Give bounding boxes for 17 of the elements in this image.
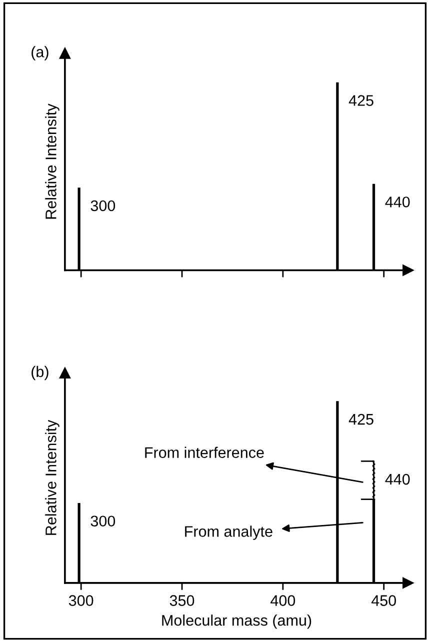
x-axis-title: Molecular mass (amu): [162, 614, 312, 629]
x-tick-label: 300: [68, 595, 94, 606]
x-tick-label: 400: [270, 595, 296, 606]
annotation: 440: [385, 474, 410, 485]
annotation: 300: [90, 200, 116, 212]
annotation: 440: [385, 196, 410, 208]
annotation: From analyte: [185, 526, 272, 540]
x-tick-label: 450: [371, 595, 396, 606]
annotation: 425: [348, 95, 374, 106]
x-tick-label: 350: [170, 595, 194, 606]
annotation: 425: [348, 414, 374, 425]
annotation: From interference: [145, 446, 264, 458]
chart-title: (a): [32, 46, 48, 60]
y-axis-title: Relative Intensity: [45, 420, 60, 535]
chart-title: (b): [32, 366, 48, 380]
y-axis-title: Relative Intensity: [45, 104, 60, 219]
annotation: 300: [90, 516, 116, 527]
